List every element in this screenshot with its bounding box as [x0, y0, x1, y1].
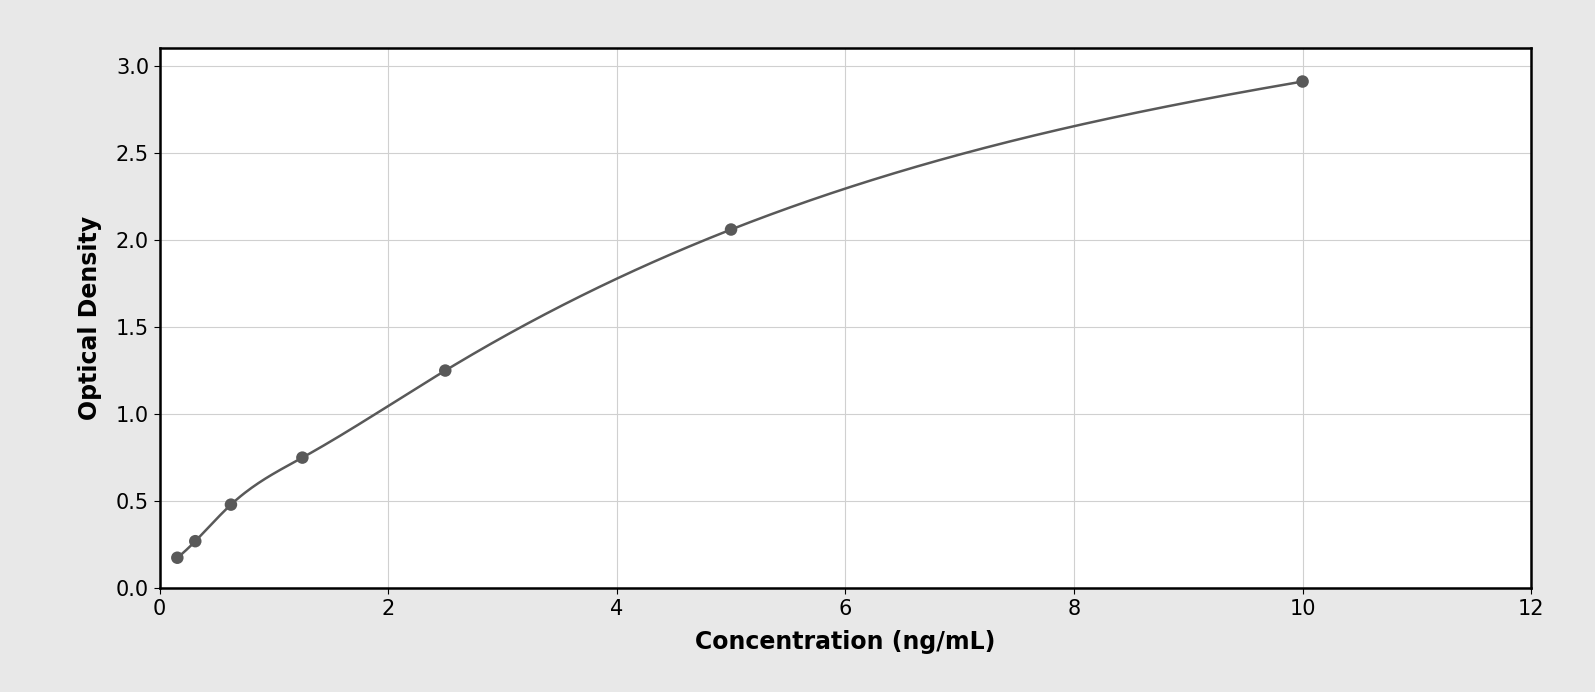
Point [182, 536, 207, 547]
Point [219, 499, 244, 510]
Point [290, 452, 316, 463]
X-axis label: Concentration (ng/mL): Concentration (ng/mL) [695, 630, 995, 654]
Point [432, 365, 458, 376]
Y-axis label: Optical Density: Optical Density [78, 217, 102, 420]
Point [718, 224, 743, 235]
Point [164, 552, 190, 563]
Point [1290, 76, 1316, 87]
